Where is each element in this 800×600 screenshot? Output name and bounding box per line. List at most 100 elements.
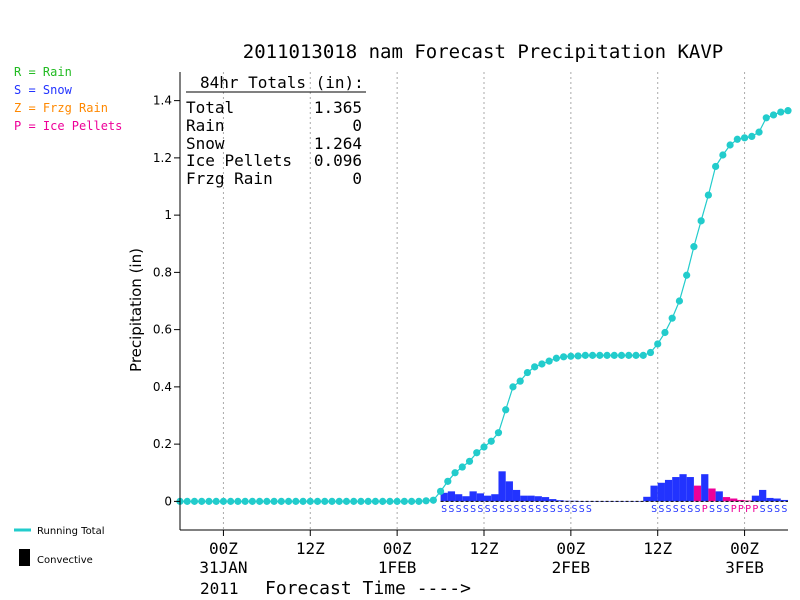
running-total-point	[654, 340, 662, 348]
running-total-point	[299, 497, 307, 505]
ptype-code: S	[550, 504, 556, 515]
running-total-point	[690, 243, 698, 251]
precip-bar	[701, 474, 709, 502]
running-total-point	[639, 351, 647, 359]
running-total-point	[444, 477, 452, 485]
running-total-point	[762, 114, 770, 122]
running-total-point	[552, 354, 560, 362]
running-total-point	[646, 348, 655, 357]
running-total-point	[400, 497, 408, 505]
precip-bar	[759, 489, 767, 502]
precip-bar	[636, 501, 644, 502]
ptype-code: S	[456, 504, 462, 515]
precip-bar	[570, 500, 579, 502]
running-total-point	[661, 328, 669, 337]
ptype-code: S	[571, 504, 577, 515]
precip-bar	[751, 495, 760, 502]
legend-convective: Convective	[37, 555, 93, 566]
y-tick-label: 0.2	[153, 437, 172, 451]
precip-bar	[447, 491, 456, 502]
ptype-code: S	[651, 504, 657, 515]
ptype-code: S	[470, 504, 476, 515]
precip-bar	[527, 495, 535, 502]
ptype-code: S	[448, 504, 454, 515]
running-total-point	[284, 497, 293, 505]
running-total-point	[212, 497, 220, 505]
ptype-code: S	[521, 504, 527, 515]
running-total-point	[502, 406, 510, 414]
y-tick-label: 1	[164, 208, 172, 222]
running-total-point	[219, 497, 228, 505]
totals-heading: 84hr Totals (in):	[200, 73, 364, 92]
running-total-point	[668, 314, 676, 322]
totals-value-ice-pellets: 0.096	[314, 151, 362, 170]
x-tick-date: 3FEB	[725, 558, 764, 577]
running-total-point	[625, 351, 633, 359]
running-total-point	[538, 360, 546, 368]
ptype-code: S	[687, 504, 693, 515]
ptype-code: S	[477, 504, 483, 515]
totals-value-total: 1.365	[314, 98, 362, 117]
ptype-code: S	[680, 504, 686, 515]
legend-convective-swatch	[19, 549, 30, 566]
running-total-point	[436, 487, 445, 495]
grid-lines	[222, 72, 746, 530]
running-total-point	[183, 497, 191, 505]
x-tick-label: 12Z	[643, 539, 672, 558]
ptype-code: S	[485, 504, 491, 515]
x-tick-label: 00Z	[730, 539, 759, 558]
running-total-point	[733, 135, 741, 143]
ptype-code: S	[723, 504, 729, 515]
totals-label-rain: Rain	[186, 116, 225, 135]
running-total-point	[596, 351, 604, 359]
ptype-code: P	[702, 504, 708, 515]
running-total-point	[263, 497, 271, 505]
precip-bar	[534, 496, 542, 502]
running-total-point	[545, 357, 553, 365]
totals-value-rain: 0	[352, 116, 362, 135]
precip-bar	[484, 495, 492, 502]
running-total-point	[190, 497, 199, 505]
precip-bar	[512, 489, 521, 502]
running-total-point	[567, 352, 575, 360]
y-tick-label: 0	[164, 494, 172, 508]
ptype-code: S	[499, 504, 505, 515]
running-total-point	[494, 429, 503, 437]
running-total-point	[523, 368, 532, 377]
running-total-point	[777, 108, 785, 116]
ptype-code: P	[752, 504, 758, 515]
running-total-point	[473, 449, 481, 457]
legend-rain: R = Rain	[14, 65, 72, 79]
running-total-point	[335, 497, 343, 505]
precip-bar	[708, 488, 716, 502]
precip-bar	[672, 477, 680, 502]
precip-bar	[686, 477, 694, 502]
running-total-point	[328, 497, 336, 505]
running-total-point	[379, 497, 387, 505]
totals-label-frzg-rain: Frzg Rain	[186, 169, 273, 188]
precip-bar	[462, 496, 470, 502]
ptype-code: S	[506, 504, 512, 515]
running-total-point	[205, 497, 213, 505]
running-total-point	[429, 496, 437, 504]
running-total-point	[292, 497, 300, 505]
running-total-point	[610, 351, 618, 359]
x-tick-label: 12Z	[470, 539, 499, 558]
precip-bar	[737, 499, 745, 502]
ptype-code: S	[514, 504, 520, 515]
running-total-point	[675, 297, 684, 305]
ptype-code: S	[666, 504, 672, 515]
running-total-point	[683, 271, 691, 279]
running-total-point	[371, 497, 380, 505]
x-axis-label: Forecast Time ---->	[265, 578, 471, 599]
running-total-point	[248, 497, 256, 505]
running-total-point	[588, 351, 597, 359]
y-tick-label: 1.2	[153, 151, 172, 165]
running-total-point	[256, 497, 264, 505]
precip-bar	[498, 471, 506, 502]
ptype-code: S	[767, 504, 773, 515]
ptype-code: S	[543, 504, 549, 515]
ptype-code: S	[557, 504, 563, 515]
